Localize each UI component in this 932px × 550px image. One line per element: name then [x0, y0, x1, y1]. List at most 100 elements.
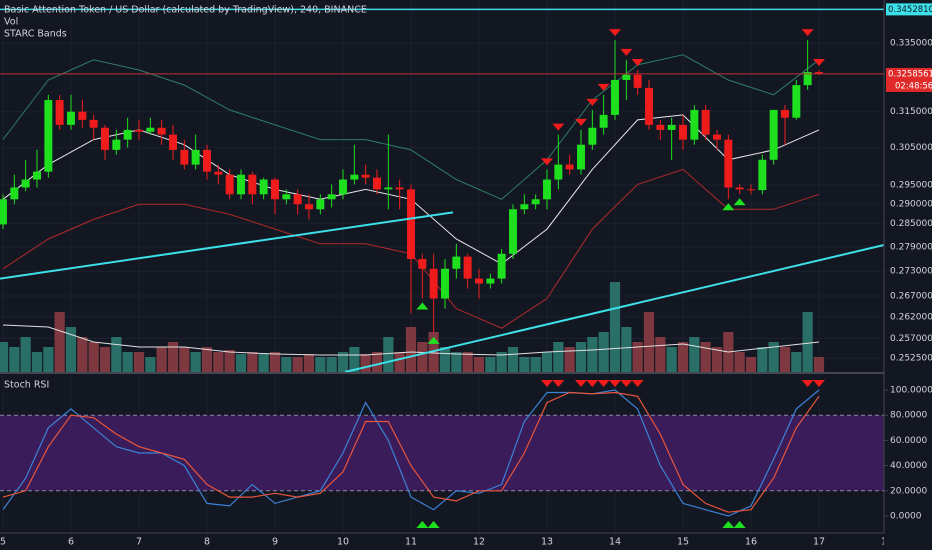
- x-tick-label: 7: [136, 537, 142, 548]
- candle-body: [475, 278, 483, 284]
- trendline: [0, 211, 454, 280]
- candle-body: [486, 278, 495, 284]
- candle-body: [645, 87, 653, 125]
- volume-bar: [779, 347, 791, 372]
- candle-body: [350, 174, 359, 180]
- candle-body: [543, 179, 551, 200]
- candle-body: [656, 124, 665, 130]
- volume-bar: [99, 347, 111, 372]
- candle-body: [713, 134, 721, 140]
- volume-bar: [496, 352, 507, 372]
- sell-signal: [586, 98, 599, 106]
- stoch-band: [0, 415, 884, 491]
- stoch-tick-label: 100.0000: [890, 385, 932, 395]
- volume-bar: [9, 347, 20, 372]
- candle-body: [89, 119, 98, 128]
- x-tick-label: 11: [405, 537, 417, 548]
- countdown: 02:48:56: [895, 81, 932, 91]
- candle-body: [112, 139, 121, 150]
- volume-bar: [133, 352, 145, 372]
- x-tick-label: 12: [473, 537, 485, 548]
- y-tick-label: 0.31500000: [890, 107, 932, 117]
- sell-signal: [552, 123, 565, 131]
- volume-bar: [643, 312, 655, 372]
- volume-bar: [462, 352, 473, 372]
- stoch-line: [2, 391, 820, 513]
- volume-bar: [145, 357, 156, 372]
- candle-body: [747, 189, 755, 191]
- candle-body: [169, 134, 177, 150]
- candle-body: [531, 199, 540, 205]
- volume-bar: [485, 357, 496, 372]
- candle-body: [815, 72, 823, 74]
- stoch-tick-label: 60.0000: [890, 436, 927, 446]
- volume-bar: [689, 337, 700, 372]
- volume-bar: [791, 352, 802, 372]
- volume-bar: [757, 347, 768, 372]
- plot: 56789101112131415161718: [0, 0, 893, 548]
- candle-body: [316, 199, 325, 210]
- stoch-buy-signal: [416, 521, 429, 528]
- candle-body: [327, 194, 336, 200]
- candle-body: [701, 109, 710, 135]
- candle-body: [339, 179, 347, 195]
- candle-body: [565, 164, 574, 170]
- stoch-tick-label: 80.0000: [890, 411, 927, 421]
- candle-body: [214, 171, 223, 175]
- last-price-box: [886, 67, 932, 92]
- candle-body: [724, 139, 733, 188]
- x-tick-label: 10: [337, 537, 349, 548]
- volume-bar: [88, 342, 99, 372]
- candle-body: [135, 129, 143, 132]
- sell-signal: [540, 158, 553, 166]
- candle-body: [191, 149, 200, 165]
- volume-bar: [417, 342, 428, 372]
- y-tick-label: 0.29500000: [890, 180, 932, 190]
- volume-bar: [213, 352, 224, 372]
- x-tick-label: 13: [541, 537, 553, 548]
- candle-body: [373, 177, 381, 190]
- candle-body: [78, 111, 87, 120]
- candle-body: [248, 174, 257, 195]
- candle-body: [769, 109, 778, 160]
- candle-body: [259, 179, 268, 195]
- volume-bar: [553, 342, 564, 372]
- volume-bar: [281, 357, 292, 372]
- y-tick-label: 0.27300000: [890, 267, 932, 277]
- sell-signal: [812, 59, 825, 67]
- y-tick-label: 0.30500000: [890, 143, 932, 153]
- volume-bar: [167, 342, 179, 372]
- x-tick-label: 9: [272, 537, 278, 548]
- x-tick-label: 5: [0, 537, 6, 548]
- candle-body: [429, 268, 438, 299]
- volume-bar: [598, 332, 609, 372]
- y-tick-label: 0.26700000: [890, 291, 932, 301]
- candle-body: [271, 179, 279, 200]
- stoch-tick-label: 40.0000: [890, 461, 927, 471]
- candle-body: [33, 171, 41, 180]
- x-tick-label: 15: [677, 537, 689, 548]
- stoch-sell-signal: [597, 380, 610, 387]
- candle-body: [735, 187, 744, 190]
- volume-bar: [541, 352, 553, 372]
- candle-body: [679, 124, 687, 140]
- candle-body: [588, 127, 597, 145]
- volume-bar: [337, 352, 349, 372]
- candle-body: [0, 199, 7, 225]
- chart-title: Basic Attention Token / US Dollar (calcu…: [4, 5, 367, 16]
- x-tick-label: 14: [609, 537, 621, 548]
- y-tick-label: 0.28500000: [890, 219, 932, 229]
- volume-bar: [609, 282, 621, 372]
- y-tick-label: 0.29000000: [890, 199, 932, 209]
- candle-body: [622, 74, 631, 80]
- volume-bar: [326, 357, 337, 372]
- last-price-label: 0.32585611: [888, 69, 932, 79]
- volume-bar: [530, 357, 541, 372]
- stoch-title: Stoch RSI: [4, 380, 49, 391]
- band-upper: [2, 54, 820, 200]
- candle-body: [44, 100, 53, 172]
- candle-body: [157, 127, 166, 135]
- candle-body: [225, 174, 234, 195]
- y-tick-label: 0.25700000: [890, 334, 932, 344]
- axes: 0.33500000 0.31500000 0.30500000 0.29500000…: [884, 3, 932, 521]
